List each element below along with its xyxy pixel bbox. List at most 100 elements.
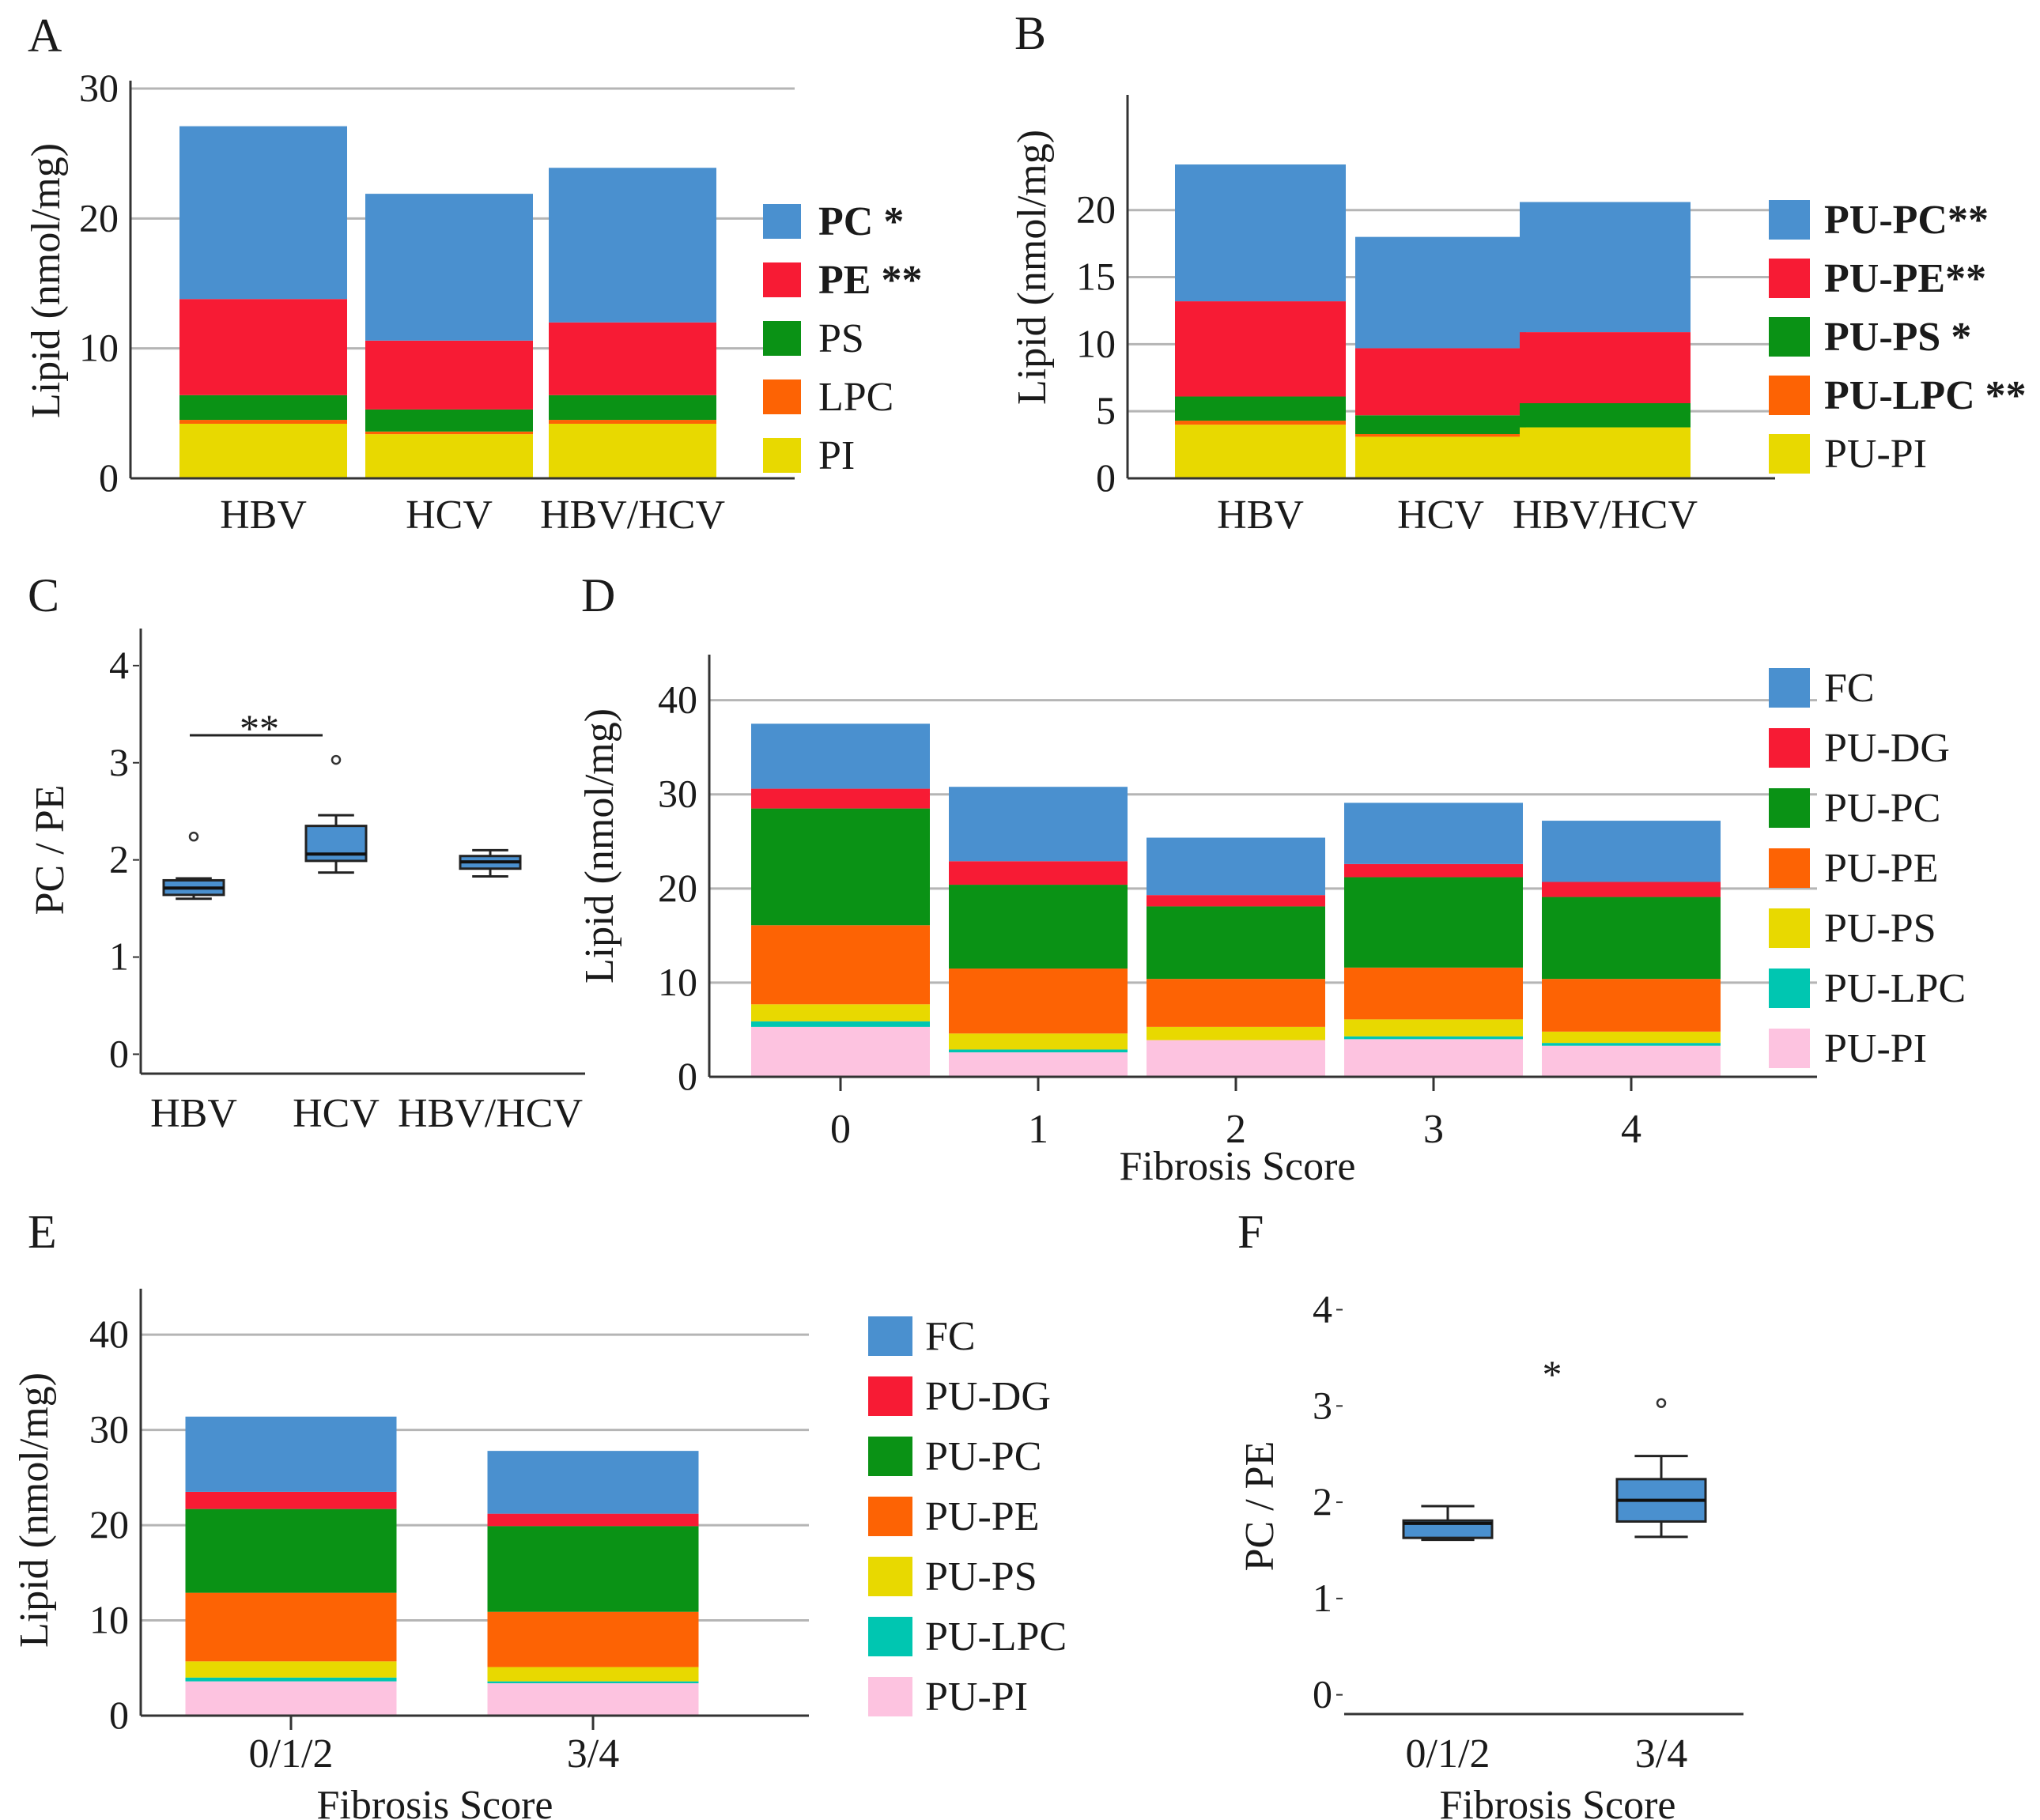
y-tick-label: 20	[1076, 187, 1116, 232]
legend-label: PU-PI	[925, 1675, 1028, 1720]
panel-letter: D	[581, 569, 615, 621]
legend-label: LPC	[818, 375, 893, 420]
bar-segment-fc	[185, 1416, 397, 1492]
x-category-label: HBV	[1217, 493, 1304, 538]
panel-E: E 0 10 20 30 40 Lipid (nmol/mg) 0/1/2 3/4 Fibrosi…	[12, 1206, 1067, 1820]
bar-segment-pu-pc	[1520, 202, 1691, 333]
bar-segment-pu-pi	[1355, 436, 1526, 478]
bar-segment-pu-ps	[1175, 396, 1346, 421]
legend-label: PU-PS	[1824, 906, 1936, 951]
y-tick-label: 4	[109, 643, 129, 687]
bar-segment-pu-dg	[1147, 895, 1325, 907]
y-tick-label: 10	[89, 1598, 129, 1642]
legend-swatch	[763, 262, 801, 297]
legend-label: PU-PC	[1824, 786, 1940, 831]
bar-segment-pu-pc	[487, 1526, 699, 1612]
legend-swatch	[1769, 848, 1810, 888]
bar-segment-pu-pe	[1147, 979, 1325, 1027]
bar-segment-pi	[549, 423, 716, 478]
bar-segment-pe	[549, 322, 716, 395]
legend-swatch	[763, 438, 801, 473]
bar-segment-lpc	[549, 420, 716, 424]
y-tick-label: 10	[1076, 321, 1116, 365]
bar-segment-pu-ps	[1355, 415, 1526, 435]
y-tick-label: 15	[1076, 255, 1116, 299]
bar-segment-pu-ps	[1344, 1019, 1523, 1036]
x-category-label: HBV	[220, 493, 307, 538]
bar-segment-pu-ps	[1542, 1031, 1721, 1044]
x-category-label: HBV	[150, 1091, 237, 1136]
y-tick-label: 2	[1313, 1479, 1332, 1524]
y-tick-label: 0	[109, 1031, 129, 1075]
significance-label: **	[240, 706, 279, 750]
legend-label: PU-PS *	[1824, 315, 1971, 360]
x-category-label: 0	[830, 1107, 851, 1152]
panel-letter: A	[28, 9, 62, 62]
outlier-point	[188, 831, 199, 842]
bar-segment-pu-pc	[1175, 164, 1346, 302]
bar-segment-pu-ps	[487, 1667, 699, 1682]
y-tick-label: 40	[89, 1312, 129, 1356]
outlier-point	[331, 754, 342, 765]
legend-swatch	[868, 1437, 912, 1476]
box-0	[1402, 1505, 1494, 1542]
legend-label: PC *	[818, 199, 904, 244]
bar-segment-pu-ps	[949, 1033, 1128, 1050]
legend-label: PU-PE	[1824, 846, 1938, 891]
bar-segment-pu-pc	[751, 808, 930, 926]
x-category-label: 3	[1423, 1107, 1444, 1152]
y-tick-label: 10	[79, 326, 119, 370]
legend-label: PU-PE	[925, 1494, 1039, 1539]
x-category-label: 3/4	[1635, 1731, 1687, 1777]
panel-letter: F	[1237, 1206, 1264, 1258]
box-1	[1615, 1398, 1707, 1539]
bar-segment-pu-pi	[1344, 1039, 1523, 1077]
bar-segment-pc	[365, 194, 533, 341]
panel-letter: E	[28, 1206, 57, 1258]
y-tick-label: 20	[658, 866, 697, 910]
y-tick-label: 0	[1313, 1672, 1332, 1716]
bar-segment-pu-pe	[185, 1592, 397, 1662]
y-axis-title: Lipid (nmol/mg)	[1010, 130, 1055, 405]
legend-swatch	[868, 1497, 912, 1536]
bar-segment-fc	[751, 723, 930, 789]
panel-letter: B	[1014, 7, 1046, 59]
x-category-label: 0/1/2	[249, 1731, 334, 1777]
legend-label: PU-PE**	[1824, 256, 1986, 301]
bar-segment-pu-ps	[1147, 1026, 1325, 1040]
bar-segment-pu-pe	[1344, 967, 1523, 1020]
bar-segment-pu-pi	[1542, 1045, 1721, 1077]
box-0	[162, 831, 225, 901]
bar-segment-pu-pi	[751, 1026, 930, 1077]
legend-swatch	[1769, 376, 1810, 415]
bar-segment-pu-ps	[185, 1661, 397, 1678]
bar-segment-pu-pe	[1542, 979, 1721, 1032]
legend-label: PU-PI	[1824, 1026, 1927, 1071]
legend-swatch	[763, 379, 801, 414]
legend: FC PU-DG PU-PC PU-PE PU-PS PU-LPC PU-PI	[1769, 666, 1966, 1071]
bar-segment-pu-pc	[1355, 236, 1526, 349]
legend-label: PU-LPC **	[1824, 373, 2027, 418]
y-tick-label: 30	[89, 1407, 129, 1452]
bar-segment-pc	[179, 126, 347, 300]
legend-label: PS	[818, 316, 864, 361]
bar-segment-ps	[179, 395, 347, 421]
legend-label: PE **	[818, 258, 922, 303]
box-1	[304, 754, 368, 874]
bar-segment-pu-pe	[751, 925, 930, 1005]
bar-segment-fc	[1147, 837, 1325, 896]
legend-swatch	[868, 1557, 912, 1596]
bar-segment-pu-pi	[1175, 425, 1346, 478]
bar-segment-pu-pi	[487, 1683, 699, 1716]
bar-segment-pi	[365, 434, 533, 478]
legend-label: PU-DG	[1824, 726, 1950, 771]
bar-segment-pe	[365, 340, 533, 410]
panel-B: B 0 5 10 15 20 Lipid (nmol/mg) HBV HCV HBV/HCV PU-…	[1010, 7, 2027, 538]
bar-segment-pu-pe	[487, 1611, 699, 1667]
y-tick-label: 20	[79, 195, 119, 240]
y-tick-label: 30	[79, 66, 119, 110]
x-category-label: HCV	[406, 493, 493, 538]
legend-swatch	[763, 204, 801, 239]
y-tick-label: 2	[109, 837, 129, 882]
bar-segment-lpc	[365, 431, 533, 435]
